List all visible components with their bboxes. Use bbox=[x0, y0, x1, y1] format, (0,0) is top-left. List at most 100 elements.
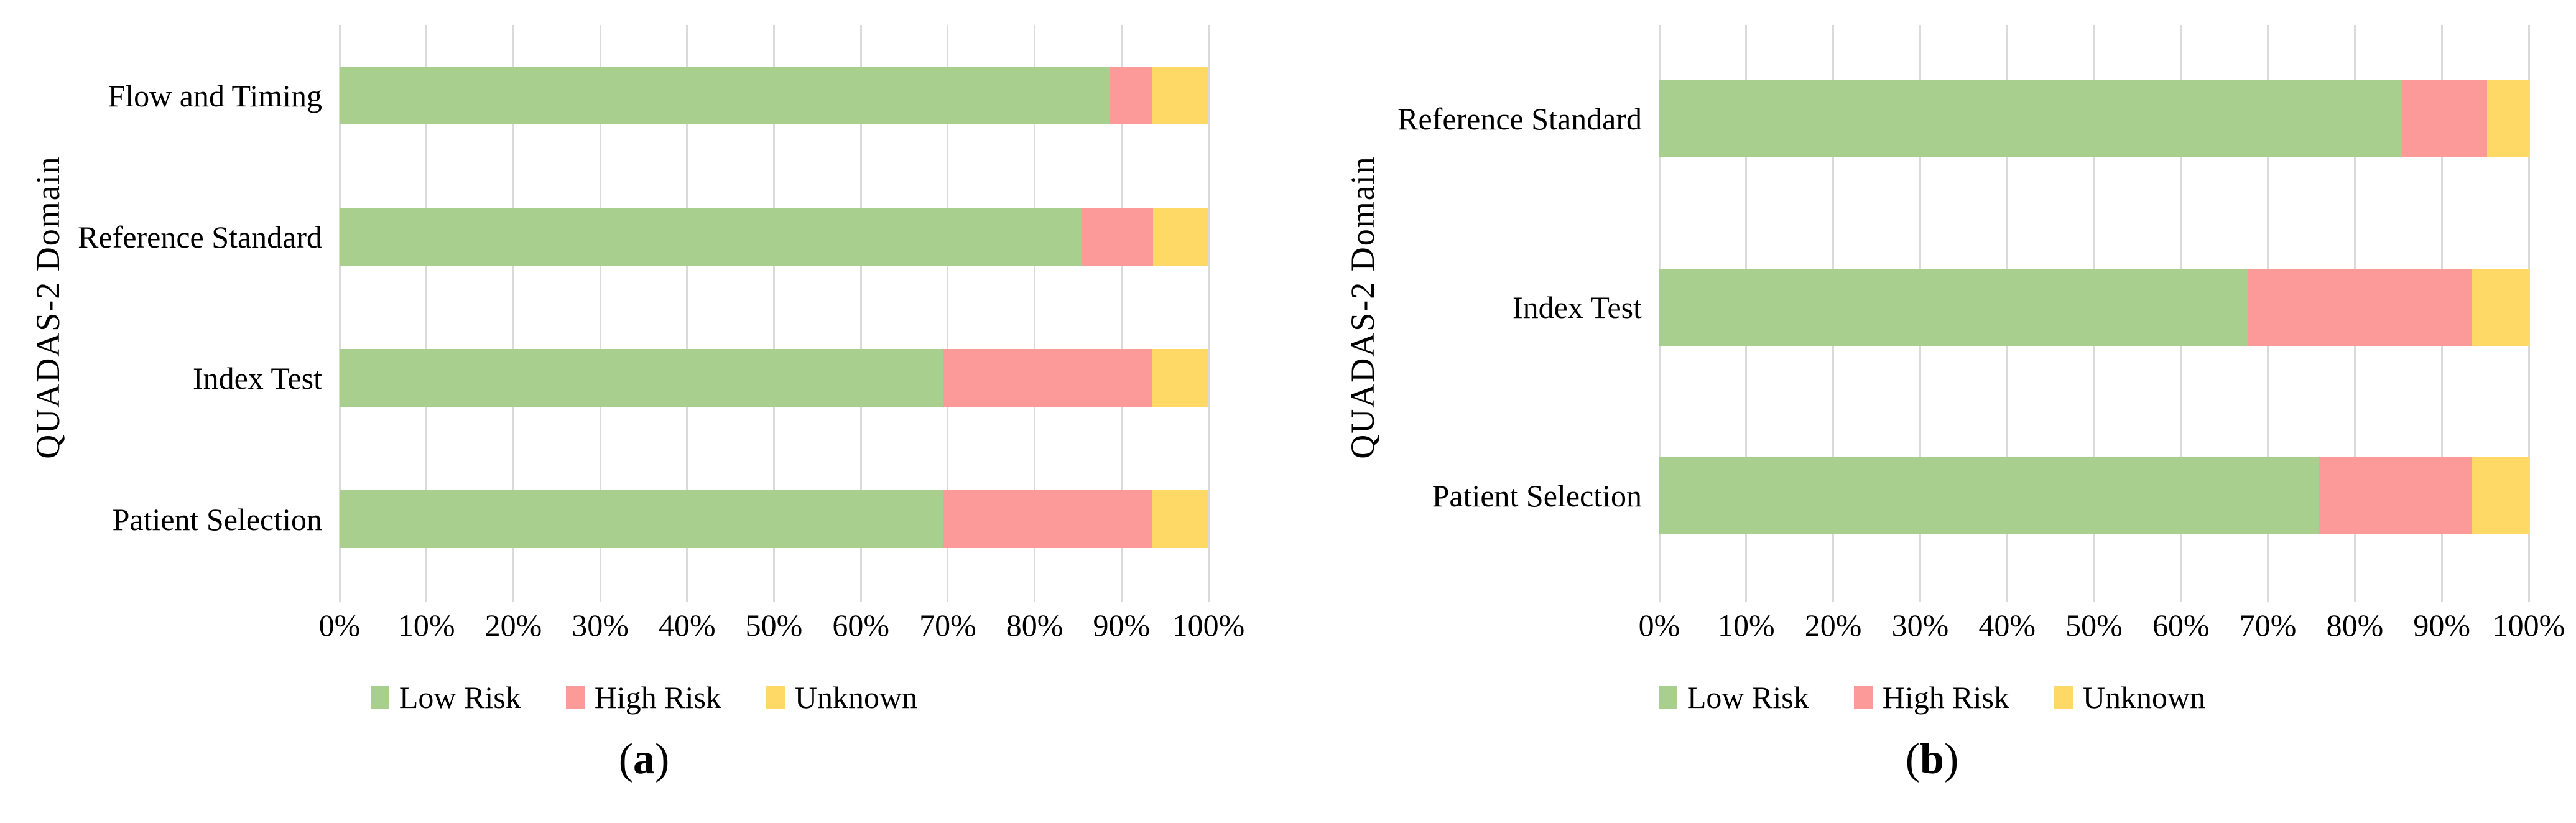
bars-layer bbox=[1659, 25, 2529, 590]
gridline bbox=[2527, 25, 2530, 602]
gridline bbox=[859, 25, 862, 602]
legend-item: Low Risk bbox=[1658, 682, 1809, 713]
bar-segment-high-risk bbox=[1082, 208, 1153, 266]
x-tick-label: 10% bbox=[397, 608, 455, 643]
bar-row bbox=[340, 208, 1208, 266]
x-tick-label: 80% bbox=[2326, 608, 2384, 643]
bar-segment-unknown bbox=[1152, 67, 1208, 124]
bar-row bbox=[1659, 269, 2529, 346]
x-axis-tick-labels: 0% 10% 20% 30% 40% 50% 60% 70% 80% 90% 100% bbox=[319, 25, 1245, 641]
x-tick-label: 40% bbox=[658, 608, 716, 643]
x-tick-label: 80% bbox=[1006, 608, 1063, 643]
x-tick-label: 100% bbox=[2492, 608, 2565, 643]
x-tick-label: 50% bbox=[745, 608, 803, 643]
bar-segment-unknown bbox=[1152, 349, 1208, 407]
legend: Low Risk High Risk Unknown bbox=[1288, 682, 2576, 713]
bar-segment-unknown bbox=[1152, 490, 1208, 548]
x-tick-label: 50% bbox=[2065, 608, 2123, 643]
category-label: Flow and Timing bbox=[108, 78, 322, 113]
x-tick-label: 30% bbox=[1891, 608, 1949, 643]
category-label: Index Test bbox=[192, 360, 322, 396]
x-tick-label: 30% bbox=[572, 608, 629, 643]
x-tick-label: 0% bbox=[1638, 608, 1680, 643]
bar-segment-low-risk bbox=[1659, 457, 2319, 534]
bar-segment-high-risk bbox=[1110, 67, 1152, 124]
bar-segment-unknown bbox=[2472, 457, 2529, 534]
category-label: Patient Selection bbox=[112, 501, 322, 537]
x-tick-label: 60% bbox=[832, 608, 890, 643]
x-tick-label: 0% bbox=[318, 608, 361, 643]
category-label: Reference Standard bbox=[78, 219, 322, 254]
bar-row bbox=[1659, 80, 2529, 158]
bar-segment-unknown bbox=[1152, 208, 1208, 266]
legend-label: High Risk bbox=[1882, 680, 2009, 715]
bar-segment-unknown bbox=[2472, 269, 2529, 346]
legend-item: Unknown bbox=[2054, 682, 2205, 713]
legend-swatch-high-risk bbox=[1853, 686, 1873, 709]
panel-b: QUADAS-2 Domain Reference Standard Index … bbox=[1288, 0, 2576, 823]
bar-segment-low-risk bbox=[340, 208, 1083, 266]
gridline bbox=[512, 25, 514, 602]
bar-segment-low-risk bbox=[1659, 80, 2403, 158]
bar-row bbox=[340, 67, 1208, 124]
panel-a: QUADAS-2 Domain Flow and Timing Reference… bbox=[0, 25, 1288, 781]
y-axis-title: QUADAS-2 Domain bbox=[1344, 156, 1381, 459]
bar-row bbox=[1659, 457, 2529, 534]
legend-swatch-low-risk bbox=[370, 686, 389, 709]
legend-swatch-high-risk bbox=[565, 686, 585, 709]
x-axis-tick-labels: 0% 10% 20% 30% 40% 50% 60% 70% 80% 90% 100% bbox=[1639, 25, 2565, 641]
legend-label: Low Risk bbox=[399, 680, 521, 715]
x-tick-label: 90% bbox=[1093, 608, 1151, 643]
gridlines-layer bbox=[338, 25, 1210, 602]
legend-swatch-unknown bbox=[766, 686, 785, 709]
gridline bbox=[773, 25, 775, 602]
gridline bbox=[947, 25, 949, 602]
bar-segment-high-risk bbox=[942, 349, 1152, 407]
bar-segment-high-risk bbox=[2318, 457, 2473, 534]
category-label: Reference Standard bbox=[1397, 101, 1642, 137]
bar-segment-high-risk bbox=[2402, 80, 2487, 158]
gridline bbox=[599, 25, 601, 602]
x-tick-label: 70% bbox=[2239, 608, 2297, 643]
x-tick-label: 10% bbox=[1717, 608, 1775, 643]
bar-segment-unknown bbox=[2486, 80, 2529, 158]
gridline bbox=[1120, 25, 1123, 602]
plot-area: Flow and Timing Reference Standard Index T… bbox=[78, 25, 1245, 641]
gridline bbox=[686, 25, 688, 602]
x-tick-label: 20% bbox=[1804, 608, 1862, 643]
bar-segment-low-risk bbox=[340, 490, 943, 548]
legend: Low Risk High Risk Unknown bbox=[0, 682, 1288, 713]
x-tick-label: 60% bbox=[2152, 608, 2210, 643]
legend-label: Unknown bbox=[2082, 680, 2206, 715]
x-tick-label: 100% bbox=[1172, 608, 1245, 643]
caption-open-paren: ( bbox=[1905, 735, 1920, 783]
legend-swatch-unknown bbox=[2054, 686, 2073, 709]
gridline bbox=[1207, 25, 1210, 602]
x-tick-label: 40% bbox=[1978, 608, 2036, 643]
bar-segment-low-risk bbox=[340, 349, 943, 407]
legend-swatch-low-risk bbox=[1658, 686, 1677, 709]
x-tick-label: 90% bbox=[2413, 608, 2471, 643]
gridline bbox=[425, 25, 428, 602]
caption-close-paren: ) bbox=[655, 735, 670, 783]
legend-label: High Risk bbox=[594, 680, 721, 715]
caption-letter: b bbox=[1920, 735, 1944, 783]
x-tick-label: 70% bbox=[919, 608, 976, 643]
bar-row bbox=[340, 349, 1208, 407]
bar-segment-high-risk bbox=[2248, 269, 2473, 346]
bar-segment-low-risk bbox=[340, 67, 1111, 124]
plot-area: Reference Standard Index Test Patient Sele… bbox=[1397, 25, 2565, 641]
bar-row bbox=[340, 490, 1208, 548]
bars-layer bbox=[340, 25, 1208, 590]
caption-b: (b) bbox=[1288, 738, 2576, 781]
category-label: Patient Selection bbox=[1432, 478, 1642, 513]
x-tick-label: 20% bbox=[484, 608, 542, 643]
gridline bbox=[338, 25, 341, 602]
legend-item: High Risk bbox=[1853, 680, 2009, 715]
bar-segment-low-risk bbox=[1659, 269, 2248, 346]
y-axis-title: QUADAS-2 Domain bbox=[29, 156, 67, 459]
caption-open-paren: ( bbox=[618, 735, 633, 783]
category-label: Index Test bbox=[1512, 290, 1642, 325]
caption-a: (a) bbox=[0, 738, 1288, 781]
